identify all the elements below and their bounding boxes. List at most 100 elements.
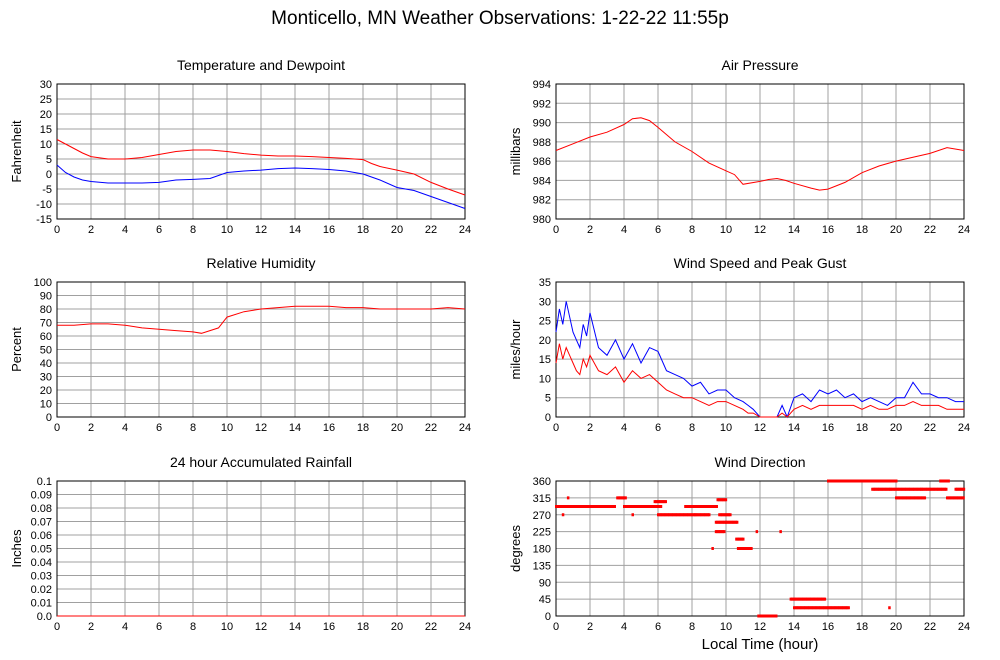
direction-point	[657, 505, 660, 508]
direction-point	[606, 505, 610, 508]
direction-point	[692, 505, 695, 508]
direction-point	[841, 606, 845, 610]
x-tick-label: 22	[924, 621, 936, 633]
direction-point	[813, 606, 816, 610]
chart-title: Wind Direction	[714, 454, 805, 470]
direction-point	[912, 496, 916, 500]
direction-point	[790, 597, 794, 601]
direction-point	[642, 505, 645, 508]
direction-point	[605, 505, 608, 508]
x-tick-label: 10	[720, 422, 732, 434]
y-tick-label: 984	[533, 175, 551, 187]
direction-point	[652, 505, 656, 508]
x-tick-label: 12	[255, 224, 267, 236]
direction-point	[833, 479, 837, 483]
x-tick-label: 8	[689, 224, 695, 236]
direction-point	[714, 505, 717, 508]
direction-point	[671, 513, 675, 517]
direction-point	[555, 505, 558, 508]
y-tick-label: 270	[533, 510, 551, 522]
direction-point	[654, 500, 658, 504]
direction-point	[893, 479, 897, 483]
direction-point	[700, 505, 704, 508]
direction-point	[575, 505, 578, 508]
direction-point	[693, 505, 697, 508]
y-tick-label: 994	[533, 79, 551, 91]
direction-point	[918, 487, 921, 491]
direction-point	[862, 479, 865, 483]
direction-point	[910, 487, 913, 491]
direction-point	[629, 505, 633, 508]
direction-point	[844, 606, 848, 610]
y-tick-label: 40	[40, 358, 52, 370]
direction-point	[694, 513, 697, 517]
direction-point	[593, 505, 596, 508]
x-tick-label: 12	[754, 422, 766, 434]
x-tick-label: 8	[689, 422, 695, 434]
direction-point	[722, 513, 725, 517]
direction-point	[915, 496, 918, 500]
direction-point	[612, 505, 615, 508]
direction-point	[639, 505, 642, 508]
direction-point	[900, 487, 904, 491]
direction-point	[621, 496, 625, 500]
direction-point	[797, 606, 800, 610]
direction-point	[710, 505, 713, 508]
direction-point	[653, 500, 657, 504]
direction-point	[944, 487, 948, 491]
y-tick-label: 180	[533, 544, 551, 556]
direction-point	[770, 614, 774, 618]
direction-point	[566, 496, 570, 500]
direction-point	[601, 505, 604, 508]
chart-panel-2: 0 2 4 6 8 10 12 14 16 18 20 22 240102030405060708090…	[9, 255, 471, 434]
x-tick-label: 12	[754, 224, 766, 236]
direction-point	[943, 479, 946, 483]
direction-point	[685, 505, 689, 508]
direction-point	[599, 505, 603, 508]
direction-point	[717, 530, 721, 534]
y-tick-label: 0	[545, 412, 551, 424]
direction-point	[855, 479, 859, 483]
direction-point	[692, 513, 695, 517]
y-tick-label: 0.04	[31, 557, 52, 569]
direction-point	[837, 606, 841, 610]
direction-point	[955, 496, 959, 500]
x-tick-label: 4	[621, 621, 627, 633]
x-tick-label: 24	[459, 621, 471, 633]
chart-title: Air Pressure	[721, 57, 798, 73]
direction-point	[736, 547, 740, 550]
direction-point	[669, 513, 672, 517]
direction-point	[594, 505, 597, 508]
direction-point	[574, 505, 577, 508]
direction-point	[879, 487, 882, 491]
direction-point	[854, 479, 857, 483]
x-tick-label: 6	[655, 224, 661, 236]
direction-point	[579, 505, 582, 508]
x-tick-label: 16	[822, 224, 834, 236]
direction-point	[881, 479, 884, 483]
direction-point	[740, 547, 744, 550]
direction-point	[659, 513, 663, 517]
y-tick-label: 35	[539, 277, 551, 289]
x-tick-label: 18	[357, 621, 369, 633]
direction-point	[818, 597, 821, 601]
y-tick-label: 0.02	[31, 584, 52, 596]
direction-point	[797, 597, 801, 601]
y-tick-label: 988	[533, 137, 551, 149]
direction-point	[559, 505, 562, 508]
direction-point	[856, 479, 860, 483]
x-tick-label: 10	[221, 422, 233, 434]
chart-panel-0: 0 2 4 6 8 10 12 14 16 18 20 22 24-15-10-505101520253…	[9, 57, 471, 236]
x-tick-label: 4	[122, 422, 128, 434]
x-tick-label: 2	[88, 621, 94, 633]
x-tick-label: 8	[190, 422, 196, 434]
direction-point	[930, 487, 933, 491]
direction-point	[835, 479, 838, 483]
y-tick-label: 992	[533, 98, 551, 110]
direction-point	[705, 513, 708, 517]
x-tick-label: 22	[924, 422, 936, 434]
direction-point	[736, 537, 740, 541]
x-tick-label: 18	[856, 224, 868, 236]
direction-point	[721, 530, 725, 534]
direction-point	[657, 500, 661, 504]
